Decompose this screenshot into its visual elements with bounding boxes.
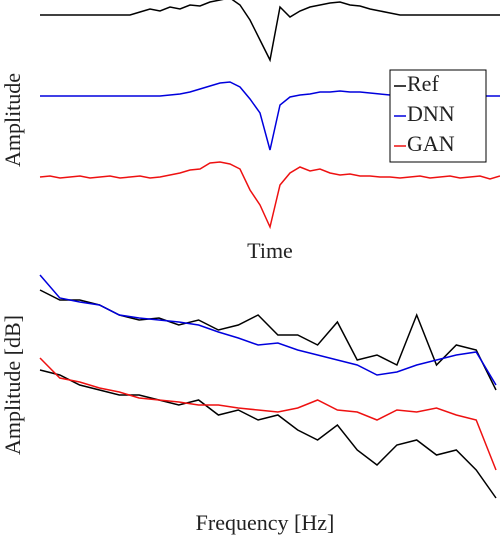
line-series (40, 0, 500, 63)
line-series (39, 369, 497, 499)
line-series (39, 289, 497, 391)
x-axis-label: Frequency [Hz] (196, 510, 335, 535)
y-axis-label: Amplitude (0, 73, 25, 167)
x-axis-label: Time (247, 238, 293, 263)
legend-label: DNN (407, 101, 455, 126)
y-axis-label: Amplitude [dB] (0, 315, 25, 455)
line-series (39, 161, 500, 230)
legend-label: Ref (407, 71, 439, 96)
line-series (39, 274, 497, 386)
legend-label: GAN (407, 131, 455, 156)
line-series (39, 357, 497, 471)
